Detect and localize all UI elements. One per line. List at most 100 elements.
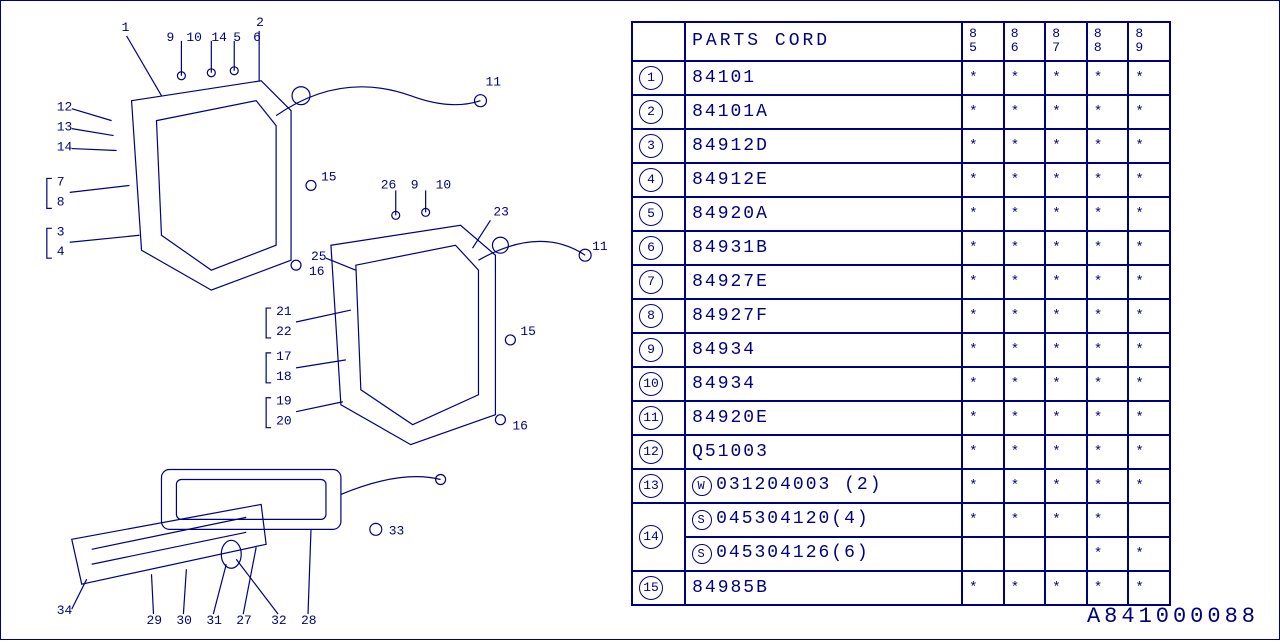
index-circle: 2 [639,100,663,124]
mark-cell: * [962,231,1004,265]
svg-text:25: 25 [311,249,327,264]
mark-cell: * [962,469,1004,503]
svg-text:6: 6 [253,30,261,45]
part-code: 84985B [685,571,962,605]
svg-text:12: 12 [57,100,73,115]
mark-cell: * [962,95,1004,129]
part-code: 84931B [685,231,962,265]
mark-cell [962,537,1004,571]
mark-cell: * [962,129,1004,163]
table-row: 1584985B***** [632,571,1170,605]
mark-cell: * [1087,95,1129,129]
code-text: 84912E [692,170,769,190]
mark-cell: * [1004,61,1046,95]
svg-text:31: 31 [206,613,222,628]
row-index: 1 [632,61,685,95]
mark-cell: * [1045,299,1087,333]
mark-cell: * [1128,571,1170,605]
mark-cell: * [1045,367,1087,401]
table-row: 12Q51003***** [632,435,1170,469]
diagram-area: 1 2 910 145 6 11 12 13 14 78 34 15 16 [1,1,621,639]
row-index: 3 [632,129,685,163]
code-text: 84985B [692,578,769,598]
mark-cell [1004,537,1046,571]
row-index: 9 [632,333,685,367]
index-circle: 4 [639,168,663,192]
svg-text:5: 5 [233,30,241,45]
mark-cell: * [1128,435,1170,469]
svg-text:34: 34 [57,603,73,618]
mark-cell: * [1087,435,1129,469]
mark-cell [1128,503,1170,537]
svg-text:33: 33 [389,523,405,538]
svg-text:17: 17 [276,349,292,364]
header-year-3: 88 [1087,22,1129,61]
table-row: 384912D***** [632,129,1170,163]
code-text: 84101A [692,102,769,122]
mark-cell: * [1087,571,1129,605]
row-index: 7 [632,265,685,299]
parts-table: PARTS CORD 85 86 87 88 89 184101*****284… [631,21,1171,606]
index-circle: 1 [639,66,663,90]
svg-text:21: 21 [276,304,292,319]
mark-cell: * [962,571,1004,605]
table-row: 784927E***** [632,265,1170,299]
index-circle: 15 [639,576,663,600]
table-body: 184101*****284101A*****384912D*****48491… [632,61,1170,605]
svg-text:23: 23 [493,204,509,219]
code-text: 031204003 (2) [716,475,882,495]
mark-cell: * [1087,163,1129,197]
mark-cell: * [1045,503,1087,537]
code-text: 84934 [692,374,756,394]
mark-cell: * [962,197,1004,231]
code-text: 84920E [692,408,769,428]
svg-text:27: 27 [236,613,252,628]
svg-text:4: 4 [57,244,65,259]
mark-cell: * [1004,503,1046,537]
part-code: S045304120(4) [685,503,962,537]
mark-cell: * [1045,197,1087,231]
mark-cell: * [1128,333,1170,367]
row-index: 11 [632,401,685,435]
part-code: 84101A [685,95,962,129]
mark-cell: * [1045,469,1087,503]
row-index: 5 [632,197,685,231]
svg-text:30: 30 [176,613,192,628]
mark-cell: * [1087,367,1129,401]
mark-cell: * [1004,299,1046,333]
table-row: 884927F***** [632,299,1170,333]
code-text: Q51003 [692,442,769,462]
row-index: 6 [632,231,685,265]
table-row: 584920A***** [632,197,1170,231]
svg-text:18: 18 [276,369,292,384]
part-code: 84920E [685,401,962,435]
svg-text:10: 10 [186,30,202,45]
row-index: 15 [632,571,685,605]
index-circle: 3 [639,134,663,158]
row-index: 13 [632,469,685,503]
mark-cell: * [1004,163,1046,197]
part-code: 84912E [685,163,962,197]
mark-cell: * [1087,333,1129,367]
mark-cell: * [1087,231,1129,265]
mark-cell: * [1128,367,1170,401]
mark-cell: * [1087,503,1129,537]
mark-cell: * [962,401,1004,435]
svg-text:7: 7 [57,174,65,189]
table-row: 284101A***** [632,95,1170,129]
index-circle: 10 [639,372,663,396]
index-circle: 9 [639,338,663,362]
svg-text:22: 22 [276,324,292,339]
index-circle: 14 [639,525,663,549]
mark-cell: * [1087,265,1129,299]
mark-cell: * [1087,61,1129,95]
mark-cell: * [1045,571,1087,605]
part-code: S045304126(6) [685,537,962,571]
mark-cell: * [962,61,1004,95]
part-code: 84934 [685,333,962,367]
svg-text:10: 10 [436,177,452,192]
mark-cell: * [1004,367,1046,401]
code-text: 84920A [692,204,769,224]
row-index: 10 [632,367,685,401]
mark-cell: * [1004,435,1046,469]
